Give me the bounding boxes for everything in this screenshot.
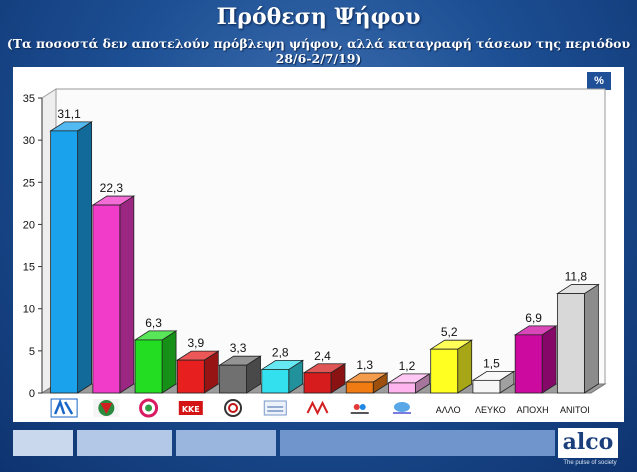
bar: [261, 368, 290, 394]
bar-side: [583, 283, 599, 394]
page-title: Πρόθεση Ψήφου: [216, 4, 421, 30]
bar: [430, 348, 459, 394]
bar-side: [161, 330, 177, 394]
small-party-logo-icon: [350, 404, 369, 414]
bar: [514, 334, 543, 394]
svg-text:ΚΚΕ: ΚΚΕ: [182, 405, 200, 414]
bar-value-label: 3,9: [187, 336, 204, 350]
small-party-2-logo-icon: [392, 402, 411, 414]
category-label: ΑΝΙΤΟΙ: [560, 405, 590, 415]
bar: [388, 382, 416, 394]
y-tick-label: 25: [23, 177, 35, 189]
bar-value-label: 6,3: [145, 316, 162, 330]
bar-value-label: 2,4: [314, 349, 331, 363]
footer-strip-3: [176, 430, 276, 456]
category-label: ΑΛΛΟ: [436, 405, 461, 415]
category-label: ΛΕΥΚΟ: [475, 405, 506, 415]
y-tick-label: 15: [23, 262, 35, 274]
bar-side: [77, 121, 93, 394]
alco-logo: alco: [558, 428, 618, 458]
category-label: ΑΠΟΧΗ: [517, 405, 549, 415]
bar-value-label: 1,5: [483, 356, 500, 370]
bar-value-label: 31,1: [57, 107, 81, 121]
y-tick-label: 5: [29, 346, 35, 358]
mera25-logo-icon: [306, 400, 329, 416]
y-tick-label: 10: [23, 304, 35, 316]
bar: [303, 372, 332, 394]
footer-strip-2: [77, 430, 172, 456]
nd-logo-icon: [50, 398, 78, 418]
y-tick-label: 30: [23, 135, 35, 147]
bar-value-label: 5,2: [441, 325, 458, 339]
bar: [176, 359, 205, 394]
bar-value-label: 1,2: [399, 359, 416, 373]
bar-value-label: 11,8: [565, 270, 588, 284]
elliniki-lysi-logo-icon: [224, 399, 243, 417]
bar: [50, 130, 79, 394]
bar: [92, 204, 121, 394]
syriza-logo-icon: [139, 398, 159, 418]
bar-side: [541, 325, 557, 394]
kke-logo-icon: ΚΚΕ: [178, 401, 203, 415]
y-tick-label: 20: [23, 219, 35, 231]
bar: [556, 293, 585, 394]
y-tick-label: 0: [29, 388, 35, 400]
bar: [472, 379, 501, 394]
bar-value-label: 22,3: [100, 181, 124, 195]
bar-value-label: 1,3: [356, 358, 373, 372]
alco-tagline: The pulse of society: [563, 460, 617, 466]
bar: [134, 339, 163, 394]
elliniki-lysi-alt-logo-icon: [263, 400, 287, 416]
bar-value-label: 2,8: [272, 345, 289, 359]
y-tick-label: 35: [23, 93, 35, 105]
pasok-kinal-logo-icon: [93, 399, 120, 417]
footer-strip-1: [13, 430, 73, 456]
bar-side: [119, 195, 135, 394]
bar-value-label: 6,9: [525, 311, 542, 325]
page-subtitle: (Τα ποσοστά δεν αποτελούν πρόβλεψη ψήφου…: [6, 36, 631, 66]
footer-strip-4: [280, 430, 555, 456]
bar: [345, 381, 374, 394]
bar: [219, 364, 247, 394]
unit-badge: %: [587, 72, 611, 90]
bar-value-label: 3,3: [230, 341, 247, 355]
